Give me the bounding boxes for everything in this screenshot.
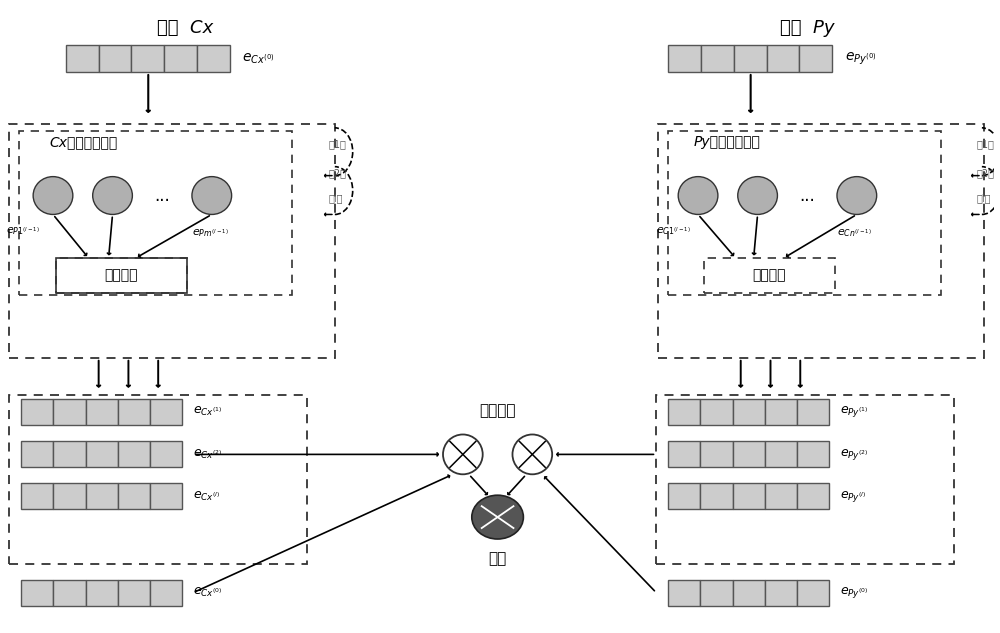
Bar [86,441,118,467]
Bar [700,483,733,509]
Ellipse shape [472,495,523,539]
Bar [86,399,118,425]
Bar [799,45,832,72]
Bar [118,441,150,467]
Text: $e_{Py^{(2)}}$: $e_{Py^{(2)}}$ [840,447,869,462]
Ellipse shape [837,177,877,215]
Bar [797,483,829,509]
Ellipse shape [678,177,718,215]
Ellipse shape [93,177,132,215]
Bar [797,399,829,425]
Bar [733,399,765,425]
Bar [56,258,187,293]
Ellipse shape [33,177,73,215]
Bar [733,580,765,606]
Bar [21,441,53,467]
Bar [9,124,335,358]
Bar [150,399,182,425]
Text: $e_{Cx^{(1)}}$: $e_{Cx^{(1)}}$ [193,405,222,418]
Text: $e_{Cn^{(l-1)}}$: $e_{Cn^{(l-1)}}$ [837,227,872,239]
Bar [53,399,86,425]
Bar [86,483,118,509]
Bar [765,399,797,425]
Text: $e_{Py^{(1)}}$: $e_{Py^{(1)}}$ [840,404,869,419]
Bar [99,45,131,72]
Text: $e_{P1^{(l-1)}}$: $e_{P1^{(l-1)}}$ [6,225,40,237]
Bar [164,45,197,72]
Text: $e_{C1^{(l-1)}}$: $e_{C1^{(l-1)}}$ [656,225,691,237]
Bar [734,45,767,72]
Text: 第1层: 第1层 [329,139,347,149]
Bar [21,399,53,425]
Bar [150,483,182,509]
Bar [53,483,86,509]
Text: 第2层: 第2层 [329,168,347,179]
Text: $e_{Cx^{(2)}}$: $e_{Cx^{(2)}}$ [193,448,222,461]
Bar [765,441,797,467]
Ellipse shape [738,177,777,215]
Bar [733,483,765,509]
Bar [150,441,182,467]
Bar [118,399,150,425]
Bar [765,580,797,606]
Circle shape [512,434,552,474]
Bar [118,483,150,509]
Bar [53,441,86,467]
Text: 第1层: 第1层 [977,139,995,149]
Bar [19,131,292,295]
Text: $e_{Py^{(0)}}$: $e_{Py^{(0)}}$ [840,586,869,600]
Text: $e_{Cx^{(0)}}$: $e_{Cx^{(0)}}$ [242,52,274,66]
Text: 加权求和: 加权求和 [753,268,786,283]
Text: 第2层: 第2层 [977,168,995,179]
Text: 人员  Py: 人员 Py [780,20,834,37]
Bar [704,258,835,293]
Bar [765,483,797,509]
Bar [797,441,829,467]
Bar [21,580,53,606]
Bar [700,580,733,606]
Bar [668,45,701,72]
Bar [668,441,700,467]
Text: Cx所有邻居节点: Cx所有邻居节点 [49,135,117,149]
Bar [66,45,99,72]
Text: 第l层: 第l层 [977,194,991,204]
Bar [118,580,150,606]
Bar [150,580,182,606]
Bar [700,399,733,425]
Text: 第l层: 第l层 [329,194,343,204]
Bar [658,124,984,358]
Bar [668,399,700,425]
Text: ...: ... [154,187,170,204]
Bar [21,483,53,509]
Bar [131,45,164,72]
Bar [767,45,799,72]
Text: 预测: 预测 [488,551,507,567]
Text: ...: ... [799,187,815,204]
Text: $e_{Cx^{(l)}}$: $e_{Cx^{(l)}}$ [193,490,220,503]
Bar [668,483,700,509]
Bar [700,441,733,467]
Bar [797,580,829,606]
Text: $e_{Py^{(0)}}$: $e_{Py^{(0)}}$ [845,51,877,67]
Bar [668,580,700,606]
Text: $e_{Cx^{(0)}}$: $e_{Cx^{(0)}}$ [193,586,222,599]
Ellipse shape [192,177,232,215]
Bar [668,131,941,295]
Text: $e_{Pm^{(l-1)}}$: $e_{Pm^{(l-1)}}$ [192,227,229,239]
Bar [701,45,734,72]
Bar [86,580,118,606]
Bar [197,45,230,72]
Text: 多层融合: 多层融合 [479,403,516,418]
Bar [53,580,86,606]
Text: $e_{Py^{(l)}}$: $e_{Py^{(l)}}$ [840,489,866,504]
Text: 加权求和: 加权求和 [105,268,138,283]
Circle shape [443,434,483,474]
Bar [9,394,307,564]
Bar [56,258,187,293]
Text: 事件  Cx: 事件 Cx [157,20,213,37]
Bar [733,441,765,467]
Text: Py所有邻居节点: Py所有邻居节点 [694,135,761,149]
Bar [656,394,954,564]
